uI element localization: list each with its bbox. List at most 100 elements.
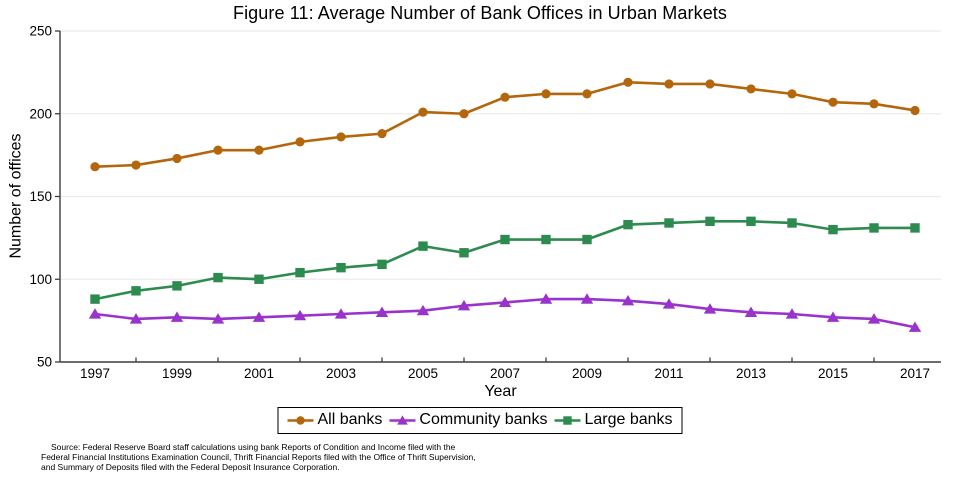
legend-circle-icon [287, 415, 314, 425]
chart-plot-area: 50 100 150 200 250 1997 1999 2001 2003 2005 2007 20… [29, 24, 941, 381]
series-marker [254, 145, 264, 155]
series-marker [500, 92, 510, 102]
series-marker [377, 259, 387, 270]
legend-triangle-icon [389, 414, 416, 425]
series-large-banks [90, 216, 920, 304]
y-tick-label: 150 [29, 189, 52, 204]
series-marker [705, 79, 715, 89]
legend-item-large-banks: Large banks [554, 411, 673, 429]
x-tick-label: 1997 [80, 366, 110, 381]
series-marker [787, 218, 797, 228]
series-marker [623, 219, 633, 230]
x-axis-title: Year [484, 383, 517, 400]
x-tick-label: 1999 [162, 366, 192, 381]
legend-square-icon [554, 415, 581, 425]
series-marker [500, 234, 510, 245]
y-axis-title: Number of offices [7, 133, 25, 259]
series-marker [910, 105, 920, 116]
source-note: Source: Federal Reserve Board staff calc… [41, 442, 681, 472]
series-marker [621, 294, 635, 306]
chart-title: Figure 11: Average Number of Bank Office… [232, 3, 728, 23]
series-marker [418, 107, 428, 117]
series-marker [582, 234, 592, 245]
series-marker [705, 216, 715, 227]
series-marker [623, 77, 633, 87]
source-note-line: and Summary of Deposits filed with the F… [41, 461, 340, 472]
series-community-banks [88, 293, 922, 332]
series-marker [746, 84, 756, 94]
series-marker [213, 145, 223, 155]
series-marker [459, 109, 469, 119]
series-marker [539, 293, 553, 304]
series-marker [172, 281, 182, 291]
series-marker [908, 321, 922, 332]
x-tick-label: 2013 [736, 366, 766, 381]
source-note-line: Source: Federal Reserve Board staff calc… [51, 442, 456, 452]
series-marker [334, 308, 348, 319]
series-marker [582, 89, 592, 99]
series-marker [580, 293, 594, 304]
series-marker [418, 241, 428, 251]
series-marker [88, 308, 102, 319]
y-tick-label: 100 [29, 272, 52, 287]
series-marker [744, 306, 758, 317]
legend: All banks Community banks Large banks [277, 407, 683, 434]
series-marker [457, 299, 471, 311]
series-marker [662, 298, 676, 309]
series-marker [336, 132, 346, 142]
x-tick-label: 2015 [818, 366, 848, 381]
series-marker [293, 309, 307, 321]
x-tick-label: 2011 [654, 366, 683, 381]
series-marker [129, 313, 143, 324]
x-tick-label: 2005 [408, 366, 438, 381]
x-tick-label: 2003 [326, 366, 356, 381]
series-marker [336, 262, 346, 273]
series-marker [295, 267, 305, 278]
series-marker [90, 162, 100, 172]
legend-label-large-banks: Large banks [584, 411, 673, 428]
series-all-banks [90, 77, 920, 172]
y-tick-label: 50 [37, 355, 52, 370]
series-marker [787, 89, 797, 99]
series-marker [869, 99, 879, 109]
series-marker [459, 248, 469, 258]
axes: 50 100 150 200 250 1997 1999 2001 2003 2005 2007 20… [29, 24, 941, 381]
series-marker [254, 274, 264, 284]
series-marker [910, 223, 920, 233]
series-marker [826, 311, 840, 322]
series-marker [541, 89, 551, 99]
legend-item-all-banks: All banks [287, 411, 382, 429]
series-marker [746, 216, 756, 227]
x-tick-label: 2017 [900, 366, 930, 381]
series-marker [90, 294, 100, 304]
series-marker [785, 308, 799, 319]
y-tick-label: 250 [29, 24, 52, 39]
x-tick-label: 2009 [572, 366, 602, 381]
series-marker [541, 234, 551, 245]
series-marker [828, 224, 838, 235]
series-marker [131, 286, 141, 296]
series-marker [664, 218, 674, 228]
y-tick-label: 200 [29, 106, 52, 121]
series-marker [664, 79, 674, 89]
x-tick-label: 2001 [244, 366, 274, 381]
series-marker [416, 304, 430, 316]
legend-item-community-banks: Community banks [389, 411, 547, 429]
series-marker [869, 223, 879, 233]
x-tick-label: 2007 [490, 366, 520, 381]
series-marker [213, 272, 223, 283]
source-note-line: Federal Financial Institutions Examinati… [41, 451, 476, 462]
series-marker [172, 153, 182, 164]
legend-label-all-banks: All banks [317, 411, 383, 428]
legend-label-community-banks: Community banks [419, 411, 548, 428]
series-marker [498, 296, 512, 308]
series-line-large-banks [94, 220, 915, 301]
series-marker [211, 313, 225, 324]
series-marker [867, 313, 881, 324]
series-marker [252, 311, 266, 322]
series-marker [377, 129, 387, 139]
series-marker [170, 311, 184, 322]
series-marker [703, 303, 717, 314]
series-marker [295, 137, 305, 147]
series-marker [375, 306, 389, 317]
